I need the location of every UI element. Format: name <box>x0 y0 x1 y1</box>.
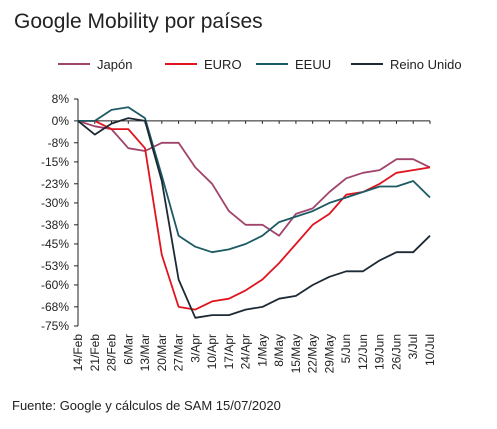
series-line-japon <box>77 120 431 237</box>
y-tick-label: -75% <box>41 319 69 333</box>
x-tick-label: 5/Jun <box>339 334 353 363</box>
legend-label-euro: EURO <box>204 57 242 72</box>
x-tick-label: 27/Mar <box>172 334 186 371</box>
x-tick-label: 15/May <box>289 334 303 373</box>
chart-title: Google Mobility por países <box>14 10 263 33</box>
y-tick-label: -15% <box>41 155 69 169</box>
x-tick-label: 14/Feb <box>71 334 85 372</box>
y-tick-label: 0% <box>52 114 70 128</box>
x-tick-label: 29/May <box>322 334 336 373</box>
x-tick-label: 10/Apr <box>205 334 219 369</box>
x-tick-label: 21/Feb <box>88 334 102 372</box>
x-tick-label: 20/Mar <box>155 334 169 371</box>
x-tick-label: 19/Jun <box>373 334 387 370</box>
y-tick-label: -68% <box>41 300 69 314</box>
x-tick-label: 1/May <box>255 334 269 367</box>
x-tick-label: 6/Mar <box>121 334 135 365</box>
y-tick-label: 8% <box>52 92 70 106</box>
x-tick-label: 26/Jun <box>389 334 403 370</box>
y-tick-label: -53% <box>41 259 69 273</box>
x-tick-label: 24/Apr <box>239 334 253 369</box>
axes: 8% 0% -8% -15% -23% -30% -38% -45% -53% -60% -68% -… <box>41 92 437 373</box>
series-line-euro <box>78 120 431 311</box>
x-tick-label: 3/Jul <box>406 334 420 359</box>
series-line-eeuu <box>78 106 431 254</box>
x-tick-label: 22/May <box>306 334 320 373</box>
source-note: Fuente: Google y cálculos de SAM 15/07/2… <box>12 398 281 413</box>
y-tick-label: -8% <box>48 136 70 150</box>
y-tick-label: -60% <box>41 278 69 292</box>
y-tick-label: -23% <box>41 177 69 191</box>
y-tick-label: -45% <box>41 237 69 251</box>
x-tick-label: 13/Mar <box>138 334 152 371</box>
y-tick-label: -30% <box>41 196 69 210</box>
y-tick-label: -38% <box>41 218 69 232</box>
x-tick-label: 17/Apr <box>222 334 236 369</box>
x-tick-label: 12/Jun <box>356 334 370 370</box>
legend-label-eeuu: EEUU <box>295 57 331 72</box>
x-tick-label: 28/Feb <box>105 334 119 372</box>
x-tick-label: 10/Jul <box>423 334 437 366</box>
series-line-reino-unido <box>77 117 431 319</box>
x-tick-label: 3/Apr <box>188 334 202 363</box>
legend-label-japon: Japón <box>97 57 132 72</box>
x-tick-label: 8/May <box>272 334 286 367</box>
series-lines <box>77 106 431 319</box>
legend: Japón EURO EEUU Reino Unido <box>58 57 462 72</box>
legend-label-reino-unido: Reino Unido <box>390 57 462 72</box>
